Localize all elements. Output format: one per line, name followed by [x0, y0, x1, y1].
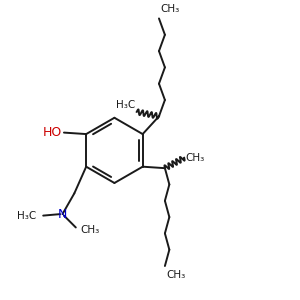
Text: N: N: [58, 208, 67, 220]
Text: CH₃: CH₃: [167, 270, 186, 280]
Text: H₃C: H₃C: [116, 100, 135, 110]
Text: CH₃: CH₃: [80, 225, 100, 236]
Text: CH₃: CH₃: [160, 4, 180, 14]
Text: HO: HO: [43, 126, 62, 139]
Text: H₃C: H₃C: [16, 211, 36, 220]
Text: CH₃: CH₃: [186, 153, 205, 163]
